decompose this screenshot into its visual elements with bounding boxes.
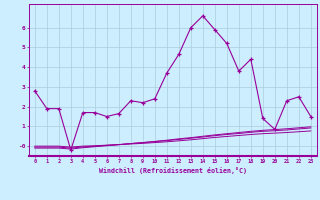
- X-axis label: Windchill (Refroidissement éolien,°C): Windchill (Refroidissement éolien,°C): [99, 167, 247, 174]
